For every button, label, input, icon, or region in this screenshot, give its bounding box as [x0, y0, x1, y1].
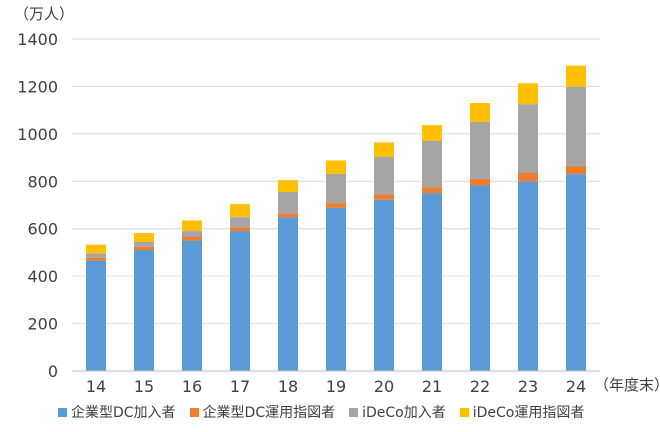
bar-stack-20: [374, 142, 394, 371]
y-tick-label: 0: [48, 362, 58, 381]
bar-segment-series-3: [86, 253, 106, 258]
legend-item: iDeCo加入者: [349, 402, 446, 422]
legend-swatch: [459, 407, 469, 417]
bar-stack-18: [278, 180, 298, 371]
y-tick-label: 1000: [17, 125, 58, 144]
bar-stack-19: [326, 160, 346, 371]
bar-stack-14: [86, 244, 106, 371]
legend-label: iDeCo加入者: [362, 405, 446, 421]
bar-segment-series-3: [278, 191, 298, 214]
x-tick-label: 17: [230, 377, 250, 396]
bar-segment-series-2: [422, 187, 442, 194]
y-axis-ticks: 0 200 400 600 800 1000 1200 1400: [17, 30, 58, 381]
y-tick-label: 200: [27, 315, 58, 334]
bar-segment-series-3: [422, 140, 442, 188]
bar-segment-series-1: [374, 199, 394, 371]
bar-segment-series-1: [230, 231, 250, 371]
bar-segment-series-4: [182, 220, 202, 232]
x-tick-label: 15: [134, 377, 154, 396]
y-axis-unit-label: （万人）: [14, 5, 74, 23]
legend-swatch: [58, 407, 67, 417]
bar-segment-series-4: [86, 244, 106, 254]
bar-segment-series-3: [326, 173, 346, 204]
bar-segment-series-1: [86, 260, 106, 371]
bar-segment-series-3: [230, 217, 250, 228]
bars: [86, 65, 586, 371]
x-tick-label: 16: [182, 377, 202, 396]
bar-segment-series-2: [518, 172, 538, 182]
x-tick-label: 23: [518, 377, 538, 396]
bar-segment-series-4: [278, 180, 298, 192]
bar-segment-series-2: [86, 257, 106, 261]
x-tick-label: 21: [422, 377, 442, 396]
legend-swatch: [349, 407, 359, 417]
legend-item: 企業型DC加入者: [58, 402, 176, 422]
bar-segment-series-4: [518, 83, 538, 105]
legend-label: 企業型DC運用指図者: [202, 405, 336, 421]
bar-stack-16: [182, 220, 202, 371]
bar-segment-series-1: [278, 217, 298, 371]
bar-segment-series-4: [230, 204, 250, 218]
bar-stack-21: [422, 125, 442, 371]
legend-label: 企業型DC加入者: [71, 405, 176, 421]
bar-stack-24: [566, 65, 586, 371]
x-axis-ticks: 14 15 16 17 18 19 20 21 22 23 24: [86, 377, 586, 396]
bar-segment-series-3: [566, 86, 586, 166]
bar-segment-series-2: [374, 194, 394, 200]
bar-segment-series-3: [374, 156, 394, 195]
bar-segment-series-4: [422, 125, 442, 141]
bar-segment-series-2: [326, 203, 346, 208]
bar-segment-series-3: [182, 231, 202, 238]
legend: 企業型DC加入者 企業型DC運用指図者 iDeCo加入者 iDeCo運用指図者: [58, 402, 584, 422]
bar-segment-series-1: [566, 174, 586, 371]
bar-segment-series-3: [470, 122, 490, 179]
bar-segment-series-3: [518, 104, 538, 173]
legend-swatch: [189, 407, 199, 417]
x-axis-unit-label: （年度末）: [594, 376, 660, 394]
x-tick-label: 19: [326, 377, 346, 396]
bar-segment-series-2: [278, 213, 298, 218]
x-tick-label: 22: [470, 377, 490, 396]
legend-item: 企業型DC運用指図者: [189, 402, 336, 422]
y-tick-label: 1400: [17, 30, 58, 49]
bar-segment-series-3: [134, 241, 154, 247]
y-tick-label: 1200: [17, 77, 58, 96]
bar-segment-series-1: [182, 240, 202, 371]
x-tick-label: 20: [374, 377, 394, 396]
x-tick-label: 14: [86, 377, 106, 396]
bar-stack-23: [518, 83, 538, 371]
bar-segment-series-2: [134, 246, 154, 251]
x-tick-label: 24: [566, 377, 586, 396]
bar-segment-series-2: [182, 237, 202, 241]
bar-stack-17: [230, 204, 250, 371]
bar-segment-series-4: [566, 65, 586, 87]
bar-segment-series-1: [470, 185, 490, 371]
bar-segment-series-2: [230, 227, 250, 232]
bar-stack-15: [134, 232, 154, 371]
y-tick-label: 800: [27, 172, 58, 191]
bar-stack-22: [470, 103, 490, 371]
x-tick-label: 18: [278, 377, 298, 396]
bar-segment-series-2: [470, 178, 490, 186]
bar-segment-series-1: [518, 181, 538, 371]
bar-segment-series-1: [422, 193, 442, 371]
bar-segment-series-4: [326, 160, 346, 174]
y-tick-label: 600: [27, 220, 58, 239]
bar-segment-series-4: [470, 103, 490, 122]
legend-item: iDeCo運用指図者: [459, 402, 585, 422]
y-tick-label: 400: [27, 267, 58, 286]
bar-segment-series-4: [134, 232, 154, 242]
bar-segment-series-4: [374, 142, 394, 157]
bar-segment-series-1: [326, 207, 346, 371]
bar-segment-series-2: [566, 165, 586, 175]
bar-segment-series-1: [134, 250, 154, 371]
legend-label: iDeCo運用指図者: [472, 405, 585, 421]
